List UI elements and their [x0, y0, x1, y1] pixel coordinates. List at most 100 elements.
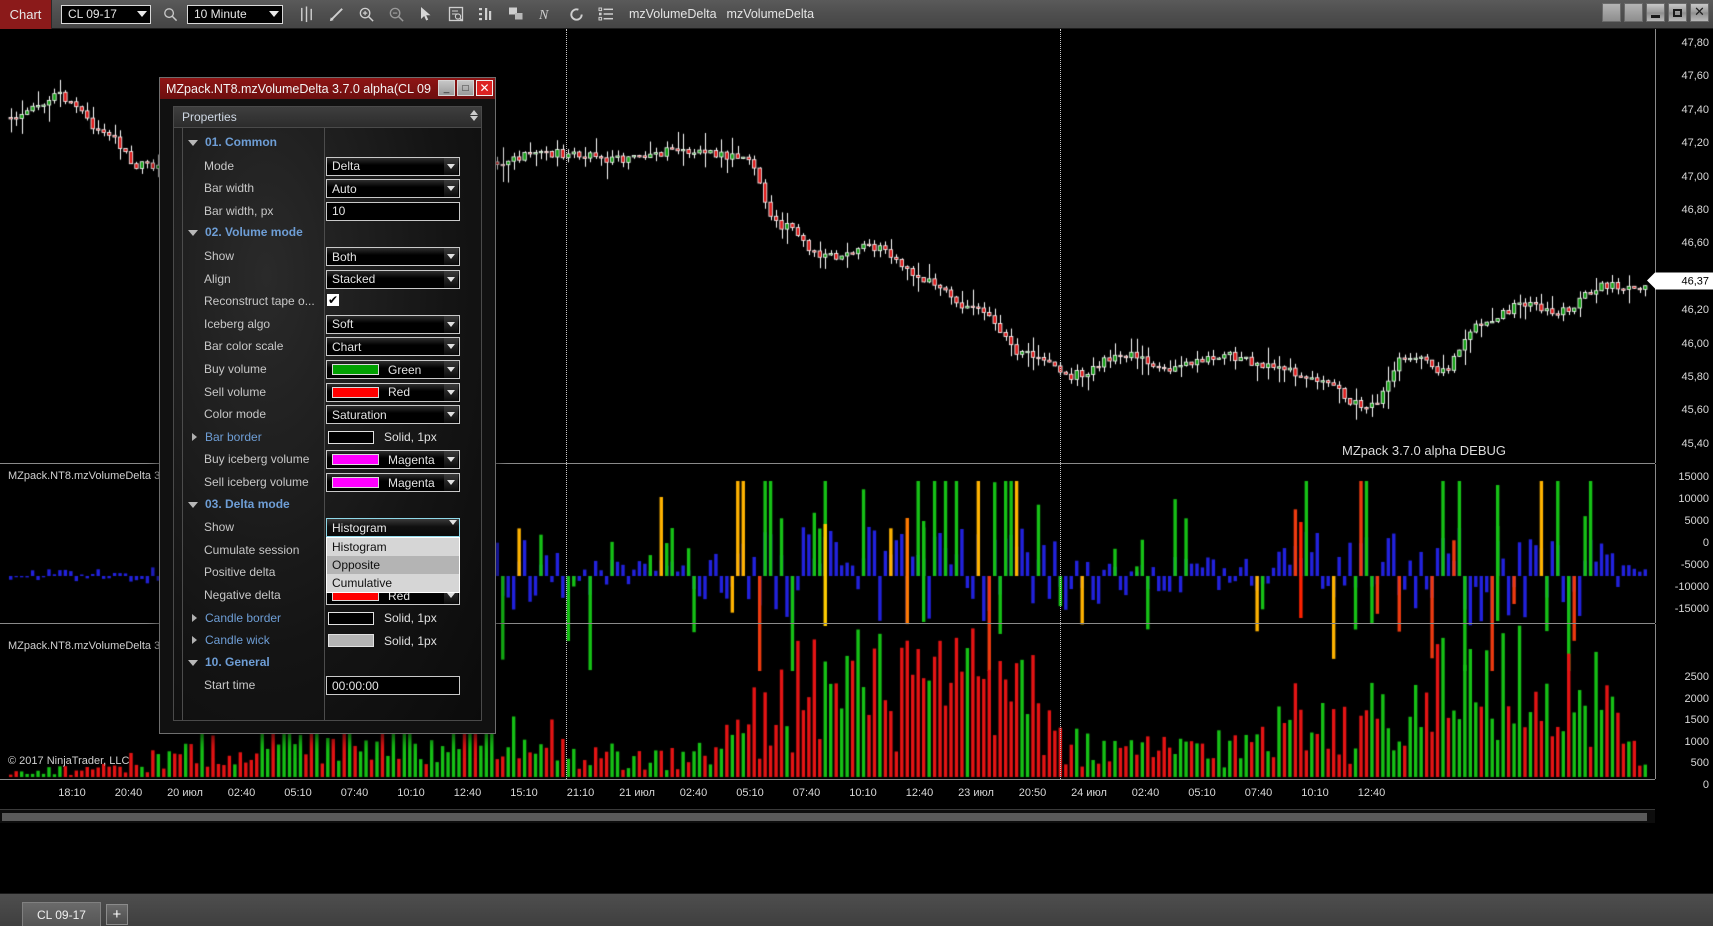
property-row[interactable]: Show Both [174, 245, 481, 268]
property-row[interactable]: Iceberg algo Soft [174, 313, 481, 336]
property-combo[interactable]: Stacked [326, 269, 460, 289]
chevron-up-icon[interactable] [470, 110, 478, 115]
property-combo-open[interactable]: Histogram [326, 518, 460, 538]
property-row[interactable]: Align Stacked [174, 268, 481, 291]
property-color-picker[interactable]: Magenta [326, 450, 460, 470]
property-combo[interactable]: Both [326, 247, 460, 266]
chevron-down-icon[interactable] [188, 230, 198, 237]
price-axis[interactable]: 47,8047,6047,4047,2047,0046,8046,6046,40… [1655, 29, 1713, 463]
restore-right-button[interactable] [1624, 3, 1643, 22]
chevron-down-icon[interactable] [444, 451, 458, 469]
chevron-down-icon[interactable] [470, 116, 478, 121]
property-row[interactable]: Bar color scale Chart [174, 335, 481, 358]
property-row[interactable]: Bar width Auto [174, 177, 481, 200]
drawing-pencil-icon[interactable] [321, 1, 351, 28]
chevron-down-icon[interactable] [449, 520, 457, 526]
volume-axis[interactable]: 2500 2000 1500 1000 500 0 [1655, 624, 1713, 791]
chevron-down-icon[interactable] [188, 659, 198, 666]
property-color-picker[interactable]: Green [326, 360, 460, 379]
properties-list-icon[interactable] [591, 1, 621, 28]
search-icon[interactable] [155, 1, 185, 28]
chevron-down-icon[interactable] [444, 406, 458, 424]
property-row[interactable]: Buy iceberg volume Magenta [174, 448, 481, 471]
chevron-down-icon[interactable] [444, 383, 458, 401]
panel-separator-2[interactable] [0, 623, 1655, 624]
property-combo[interactable]: Delta [326, 156, 460, 176]
property-row[interactable]: Candle border Solid, 1px [174, 607, 481, 630]
restore-left-button[interactable] [1602, 3, 1621, 22]
chevron-down-icon[interactable] [188, 501, 198, 508]
chart-menu-button[interactable]: Chart [0, 0, 52, 29]
property-row[interactable]: Color mode Saturation [174, 403, 481, 426]
horizontal-scrollbar[interactable] [0, 809, 1655, 823]
data-box-icon[interactable] [441, 1, 471, 28]
maximize-button[interactable] [1668, 3, 1687, 22]
strategy-icon[interactable] [501, 1, 531, 28]
property-group-4[interactable]: 10. General [174, 652, 481, 675]
dropdown-option[interactable]: Opposite [327, 556, 459, 575]
indicator-icon[interactable] [471, 1, 501, 28]
nth-icon[interactable]: N [531, 1, 561, 28]
chevron-right-icon[interactable] [192, 636, 197, 645]
property-row[interactable]: Start time 00:00:00 [174, 674, 481, 697]
dropdown-option[interactable]: Histogram [332, 540, 387, 555]
chevron-down-icon[interactable] [444, 315, 458, 333]
property-pen-picker[interactable]: Solid, 1px [326, 631, 460, 650]
property-row[interactable]: Reconstruct tape o... ✔ [174, 290, 481, 313]
property-row[interactable]: Buy volume Green [174, 358, 481, 381]
scrollbar-thumb[interactable] [2, 813, 1647, 821]
chevron-right-icon[interactable] [192, 613, 197, 622]
cursor-arrow-icon[interactable] [411, 1, 441, 28]
property-group-2[interactable]: 02. Volume mode [174, 222, 481, 245]
property-group-1[interactable]: 01. Common [174, 132, 481, 155]
dialog-maximize-button[interactable]: □ [457, 80, 474, 96]
dropdown-option[interactable]: Cumulative [332, 576, 393, 591]
chevron-down-icon[interactable] [444, 180, 458, 198]
properties-list[interactable]: 01. Common Mode Delta Bar width Auto Bar widt… [174, 128, 481, 720]
chevron-down-icon[interactable] [444, 474, 458, 491]
chevron-right-icon[interactable] [192, 432, 197, 441]
tab-cl-09-17[interactable]: CL 09-17 [22, 902, 101, 926]
chevron-down-icon[interactable] [444, 270, 458, 288]
chevron-down-icon[interactable] [188, 140, 198, 146]
chevron-down-icon[interactable] [444, 157, 458, 175]
delta-axis[interactable]: 15000 10000 5000 0 -5000 -10000 -15000 [1655, 464, 1713, 623]
dialog-minimize-button[interactable]: _ [438, 80, 455, 96]
property-row[interactable]: Sell iceberg volume Magenta [174, 471, 481, 494]
close-button[interactable]: ✕ [1690, 3, 1709, 22]
property-combo[interactable]: Soft [326, 314, 460, 334]
refresh-icon[interactable] [561, 1, 591, 28]
property-row[interactable]: Mode Delta [174, 155, 481, 178]
property-text-input[interactable]: 10 [326, 201, 460, 221]
property-pen-picker[interactable]: Solid, 1px [326, 609, 460, 628]
property-row[interactable]: Candle wick Solid, 1px [174, 629, 481, 652]
instrument-selector[interactable]: CL 09-17 [61, 4, 151, 24]
property-row[interactable]: Bar border Solid, 1px [174, 426, 481, 449]
property-color-picker[interactable]: Magenta [326, 473, 460, 492]
property-text-input[interactable]: 00:00:00 [326, 676, 460, 696]
chevron-down-icon[interactable] [444, 361, 458, 378]
property-row[interactable]: Bar width, px 10 [174, 200, 481, 223]
zoom-out-icon[interactable] [381, 1, 411, 28]
add-tab-button[interactable]: + [105, 904, 128, 925]
property-color-picker[interactable]: Red [326, 382, 460, 402]
interval-selector[interactable]: 10 Minute [187, 4, 283, 24]
dropdown-options-list[interactable]: Histogram Opposite Cumulative [326, 537, 460, 594]
indicator-properties-dialog[interactable]: MZpack.NT8.mzVolumeDelta 3.7.0 alpha(CL … [159, 77, 496, 734]
property-checkbox[interactable]: ✔ [326, 293, 340, 308]
property-group-3[interactable]: 03. Delta mode [174, 494, 481, 517]
zoom-in-icon[interactable] [351, 1, 381, 28]
properties-scroll-spinner[interactable] [470, 110, 478, 121]
dialog-title-bar[interactable]: MZpack.NT8.mzVolumeDelta 3.7.0 alpha(CL … [160, 78, 495, 99]
bar-type-icon[interactable] [291, 1, 321, 28]
property-row[interactable]: Sell volume Red [174, 381, 481, 404]
property-combo[interactable]: Saturation [326, 405, 460, 425]
chevron-down-icon[interactable] [444, 248, 458, 265]
property-combo[interactable]: Chart [326, 337, 460, 357]
time-axis[interactable]: 18:10 20:40 20 июл 02:40 05:10 07:40 10:10 12:4… [0, 779, 1655, 807]
dialog-close-button[interactable]: ✕ [476, 80, 493, 96]
property-row[interactable]: Show Histogram [174, 516, 481, 539]
panel-separator-1[interactable] [0, 463, 1655, 464]
property-combo[interactable]: Auto [326, 179, 460, 199]
property-pen-picker[interactable]: Solid, 1px [326, 428, 460, 447]
